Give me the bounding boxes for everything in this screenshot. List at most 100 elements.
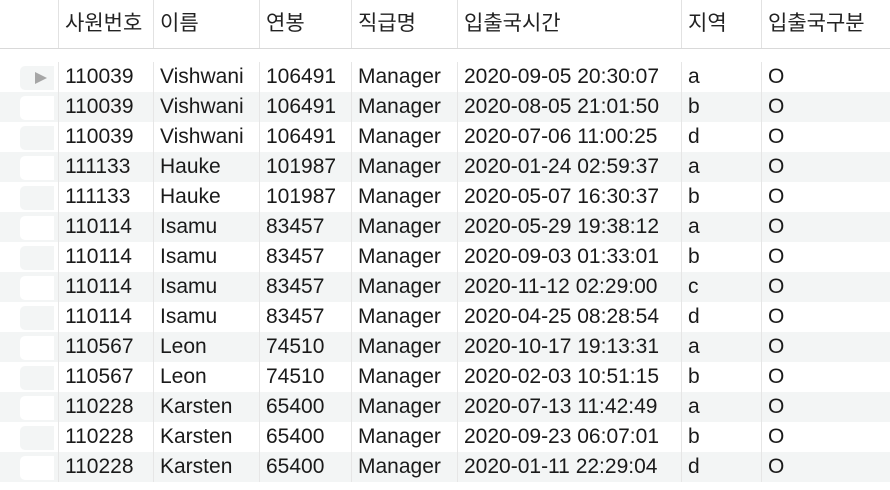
row-selector[interactable] — [0, 152, 58, 182]
cell-title[interactable]: Manager — [351, 242, 457, 272]
cell-region[interactable]: d — [681, 302, 761, 332]
cell-salary[interactable]: 101987 — [259, 152, 351, 182]
cell-entry-exit-time[interactable]: 2020-05-07 16:30:37 — [457, 182, 681, 212]
column-header-entry-exit-type[interactable]: 입출국구분 — [761, 0, 890, 48]
cell-salary[interactable]: 101987 — [259, 182, 351, 212]
cell-employee-id[interactable]: 110228 — [58, 392, 153, 422]
column-header-salary[interactable]: 연봉 — [259, 0, 351, 48]
cell-entry-exit-time[interactable]: 2020-02-03 10:51:15 — [457, 362, 681, 392]
cell-title[interactable]: Manager — [351, 122, 457, 152]
cell-name[interactable]: Isamu — [153, 212, 259, 242]
column-header-name[interactable]: 이름 — [153, 0, 259, 48]
column-header-employee-id[interactable]: 사원번호 — [58, 0, 153, 48]
cell-title[interactable]: Manager — [351, 302, 457, 332]
table-row[interactable]: 110228 Karsten 65400 Manager 2020-09-23 06:0… — [0, 422, 890, 452]
table-row[interactable]: 110567 Leon 74510 Manager 2020-10-17 19:13:3… — [0, 332, 890, 362]
cell-title[interactable]: Manager — [351, 92, 457, 122]
cell-title[interactable]: Manager — [351, 62, 457, 92]
table-row[interactable]: 110114 Isamu 83457 Manager 2020-04-25 08:28:… — [0, 302, 890, 332]
cell-entry-exit-type[interactable]: O — [761, 122, 890, 152]
cell-salary[interactable]: 74510 — [259, 362, 351, 392]
cell-salary[interactable]: 83457 — [259, 302, 351, 332]
cell-region[interactable]: a — [681, 152, 761, 182]
cell-salary[interactable]: 106491 — [259, 122, 351, 152]
row-selector[interactable] — [0, 212, 58, 242]
cell-entry-exit-type[interactable]: O — [761, 302, 890, 332]
cell-entry-exit-type[interactable]: O — [761, 242, 890, 272]
cell-name[interactable]: Vishwani — [153, 62, 259, 92]
cell-region[interactable]: b — [681, 242, 761, 272]
cell-name[interactable]: Vishwani — [153, 92, 259, 122]
cell-salary[interactable]: 106491 — [259, 92, 351, 122]
table-row[interactable]: 111133 Hauke 101987 Manager 2020-05-07 16:30… — [0, 182, 890, 212]
cell-name[interactable]: Hauke — [153, 182, 259, 212]
cell-entry-exit-type[interactable]: O — [761, 182, 890, 212]
table-row[interactable]: 110039 Vishwani 106491 Manager 2020-09-05 20… — [0, 62, 890, 92]
cell-region[interactable]: a — [681, 392, 761, 422]
cell-entry-exit-time[interactable]: 2020-11-12 02:29:00 — [457, 272, 681, 302]
cell-salary[interactable]: 106491 — [259, 62, 351, 92]
cell-entry-exit-time[interactable]: 2020-01-24 02:59:37 — [457, 152, 681, 182]
cell-name[interactable]: Vishwani — [153, 122, 259, 152]
cell-employee-id[interactable]: 110039 — [58, 92, 153, 122]
cell-name[interactable]: Karsten — [153, 422, 259, 452]
cell-title[interactable]: Manager — [351, 452, 457, 482]
cell-name[interactable]: Isamu — [153, 302, 259, 332]
cell-entry-exit-time[interactable]: 2020-07-13 11:42:49 — [457, 392, 681, 422]
cell-region[interactable]: d — [681, 122, 761, 152]
cell-name[interactable]: Karsten — [153, 452, 259, 482]
cell-name[interactable]: Isamu — [153, 272, 259, 302]
cell-name[interactable]: Leon — [153, 332, 259, 362]
cell-entry-exit-type[interactable]: O — [761, 422, 890, 452]
cell-title[interactable]: Manager — [351, 272, 457, 302]
cell-region[interactable]: a — [681, 212, 761, 242]
cell-employee-id[interactable]: 110114 — [58, 302, 153, 332]
row-selector[interactable] — [0, 92, 58, 122]
cell-entry-exit-type[interactable]: O — [761, 272, 890, 302]
cell-employee-id[interactable]: 110567 — [58, 362, 153, 392]
table-row[interactable]: 110567 Leon 74510 Manager 2020-02-03 10:51:1… — [0, 362, 890, 392]
column-header-title[interactable]: 직급명 — [351, 0, 457, 48]
table-row[interactable]: 110039 Vishwani 106491 Manager 2020-07-06 11… — [0, 122, 890, 152]
cell-name[interactable]: Hauke — [153, 152, 259, 182]
row-selector[interactable] — [0, 182, 58, 212]
cell-employee-id[interactable]: 110228 — [58, 422, 153, 452]
cell-salary[interactable]: 65400 — [259, 422, 351, 452]
row-selector[interactable] — [0, 332, 58, 362]
table-row[interactable]: 110114 Isamu 83457 Manager 2020-11-12 02:29:… — [0, 272, 890, 302]
row-selector[interactable] — [0, 242, 58, 272]
cell-salary[interactable]: 74510 — [259, 332, 351, 362]
cell-entry-exit-type[interactable]: O — [761, 392, 890, 422]
table-row[interactable]: 110114 Isamu 83457 Manager 2020-05-29 19:38:… — [0, 212, 890, 242]
cell-entry-exit-time[interactable]: 2020-01-11 22:29:04 — [457, 452, 681, 482]
cell-entry-exit-time[interactable]: 2020-09-03 01:33:01 — [457, 242, 681, 272]
row-selector[interactable] — [0, 62, 58, 92]
cell-salary[interactable]: 65400 — [259, 392, 351, 422]
cell-name[interactable]: Leon — [153, 362, 259, 392]
cell-region[interactable]: a — [681, 62, 761, 92]
cell-entry-exit-time[interactable]: 2020-05-29 19:38:12 — [457, 212, 681, 242]
row-selector[interactable] — [0, 272, 58, 302]
cell-salary[interactable]: 65400 — [259, 452, 351, 482]
cell-employee-id[interactable]: 110039 — [58, 62, 153, 92]
cell-entry-exit-time[interactable]: 2020-04-25 08:28:54 — [457, 302, 681, 332]
cell-region[interactable]: b — [681, 182, 761, 212]
cell-title[interactable]: Manager — [351, 212, 457, 242]
cell-entry-exit-time[interactable]: 2020-09-23 06:07:01 — [457, 422, 681, 452]
cell-employee-id[interactable]: 110114 — [58, 212, 153, 242]
table-row[interactable]: 110228 Karsten 65400 Manager 2020-01-11 22:2… — [0, 452, 890, 482]
cell-salary[interactable]: 83457 — [259, 212, 351, 242]
row-selector[interactable] — [0, 392, 58, 422]
table-row[interactable]: 110039 Vishwani 106491 Manager 2020-08-05 21… — [0, 92, 890, 122]
cell-employee-id[interactable]: 111133 — [58, 152, 153, 182]
row-selector[interactable] — [0, 122, 58, 152]
cell-employee-id[interactable]: 110114 — [58, 242, 153, 272]
cell-employee-id[interactable]: 110039 — [58, 122, 153, 152]
cell-entry-exit-time[interactable]: 2020-09-05 20:30:07 — [457, 62, 681, 92]
cell-entry-exit-time[interactable]: 2020-07-06 11:00:25 — [457, 122, 681, 152]
cell-region[interactable]: c — [681, 272, 761, 302]
cell-title[interactable]: Manager — [351, 182, 457, 212]
cell-entry-exit-type[interactable]: O — [761, 212, 890, 242]
cell-salary[interactable]: 83457 — [259, 272, 351, 302]
cell-title[interactable]: Manager — [351, 422, 457, 452]
